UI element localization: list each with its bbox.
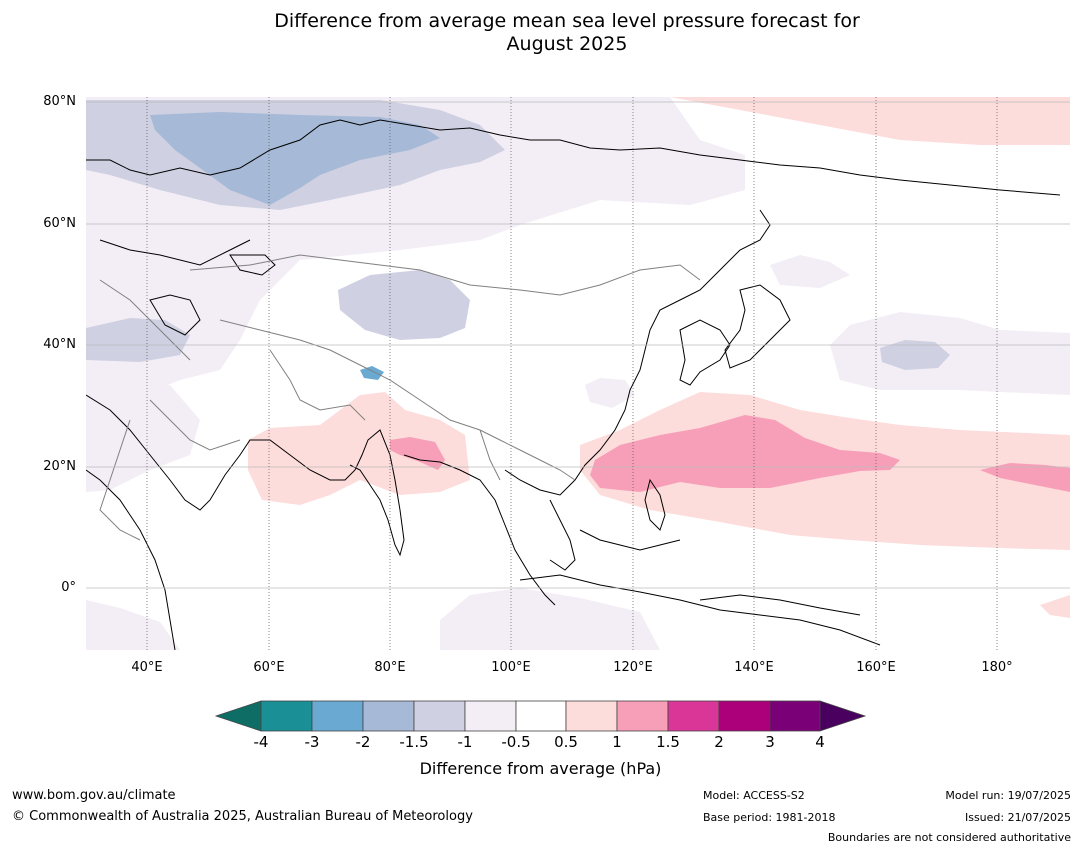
colorbar-segment xyxy=(311,700,364,732)
colorbar-tick: 0.5 xyxy=(554,733,578,751)
anomaly-region-neg2-tibet xyxy=(360,366,384,380)
lon-label-100e: 100°E xyxy=(491,660,531,675)
lat-label-20n: 20°N xyxy=(43,459,76,474)
anomaly-region-pos05-south-pacific xyxy=(1040,595,1070,618)
colorbar-tick: -1 xyxy=(457,733,473,751)
anomaly-region-neg05-south xyxy=(440,588,660,650)
colorbar-tick: -2 xyxy=(355,733,371,751)
lat-label-60n: 60°N xyxy=(43,216,76,231)
colorbar-tick: 2 xyxy=(714,733,724,751)
map-title: Difference from average mean sea level p… xyxy=(0,10,1081,56)
lat-label-80n: 80°N xyxy=(43,94,76,109)
colorbar-segment xyxy=(464,700,517,732)
colorbar-segment xyxy=(362,700,415,732)
coastlines xyxy=(86,119,1061,650)
map-title-line1: Difference from average mean sea level p… xyxy=(274,10,860,32)
map-field xyxy=(86,97,1070,650)
anomaly-region-neg05-africa xyxy=(86,600,180,650)
colorbar-segment xyxy=(667,700,720,732)
colorbar-extend-low xyxy=(214,700,262,732)
anomaly-region-neg1-caspian xyxy=(86,318,190,362)
lon-label-160e: 160°E xyxy=(856,660,896,675)
colorbar-segment xyxy=(616,700,669,732)
colorbar-segment xyxy=(769,700,821,732)
anomaly-region-neg1-central-asia xyxy=(338,270,470,340)
lon-label-40e: 40°E xyxy=(131,660,163,675)
lat-label-0: 0° xyxy=(61,580,76,595)
colorbar-tick: 1 xyxy=(612,733,622,751)
pressure-anomaly-map xyxy=(86,97,1070,650)
colorbar-segment xyxy=(718,700,771,732)
disclaimer-text: Boundaries are not considered authoritat… xyxy=(827,831,1071,844)
lon-label-140e: 140°E xyxy=(734,660,774,675)
anomaly-region-neg1-pacific xyxy=(880,340,950,370)
lon-label-120e: 120°E xyxy=(613,660,653,675)
anomaly-region-neg05-japan-sea xyxy=(770,255,850,288)
colorbar-tick: -4 xyxy=(253,733,269,751)
colorbar-tick: 3 xyxy=(765,733,775,751)
anomaly-region-pos05-indian-ocean xyxy=(248,392,470,505)
website-link[interactable]: www.bom.gov.au/climate xyxy=(12,788,176,803)
colorbar-label: Difference from average (hPa) xyxy=(419,759,662,778)
model-run-text: Model run: 19/07/2025 xyxy=(945,789,1071,802)
lon-label-80e: 80°E xyxy=(374,660,406,675)
anomaly-region-neg05-china xyxy=(585,378,635,408)
lon-label-180: 180° xyxy=(981,660,1013,675)
latitude-gridlines xyxy=(86,101,1070,589)
colorbar-tick: -0.5 xyxy=(501,733,531,751)
anomaly-region-pos1-west-pacific xyxy=(590,415,900,492)
colorbar-segment xyxy=(515,700,567,732)
copyright-text: © Commonwealth of Australia 2025, Austra… xyxy=(12,809,473,824)
anomaly-region-neg05-pacific xyxy=(830,312,1070,395)
colorbar-tick: 1.5 xyxy=(656,733,680,751)
model-text: Model: ACCESS-S2 xyxy=(703,789,805,802)
base-period-text: Base period: 1981-2018 xyxy=(703,811,836,824)
colorbar-tick: -3 xyxy=(304,733,320,751)
anomaly-region-pos1-bay-of-bengal xyxy=(390,437,445,470)
colorbar-tick: 4 xyxy=(815,733,825,751)
anomaly-region-pos1-central-pacific xyxy=(980,463,1070,492)
issued-text: Issued: 21/07/2025 xyxy=(964,811,1071,824)
colorbar-extend-high xyxy=(819,700,867,732)
lon-label-60e: 60°E xyxy=(253,660,285,675)
anomaly-region-neg15-arctic xyxy=(150,112,440,205)
colorbar-segment xyxy=(413,700,466,732)
colorbar-tick: -1.5 xyxy=(399,733,429,751)
map-title-line2: August 2025 xyxy=(506,33,628,55)
anomaly-region-pos05-arctic-pacific xyxy=(670,97,1070,145)
colorbar-segment xyxy=(565,700,618,732)
longitude-gridlines xyxy=(146,97,998,650)
lat-label-40n: 40°N xyxy=(43,337,76,352)
colorbar-segment xyxy=(260,700,313,732)
